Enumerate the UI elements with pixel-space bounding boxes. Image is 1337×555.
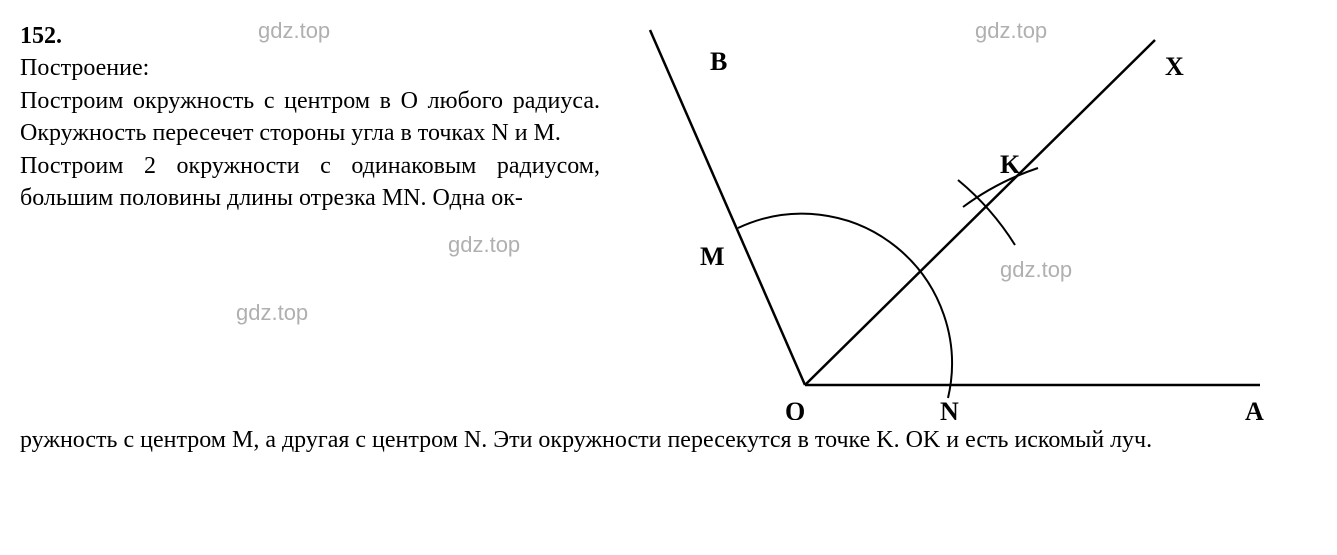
paragraph-1: Построим окружность с центром в O любого…: [20, 85, 600, 150]
text-column: 152. Построение: Построим окружность с ц…: [20, 20, 600, 214]
ray-OX: [805, 40, 1155, 385]
construction-heading: Построение:: [20, 52, 600, 84]
arc-from-M: [958, 180, 1015, 245]
paragraph-2: Построим 2 окружности с одина­ковым ради…: [20, 150, 600, 215]
label-B: B: [710, 47, 727, 76]
geometry-diagram: B X K M O N A: [620, 20, 1300, 420]
label-O: O: [785, 397, 805, 420]
task-number: 152.: [20, 23, 62, 49]
label-M: M: [700, 242, 725, 271]
label-X: X: [1165, 52, 1184, 81]
ray-OB: [650, 30, 805, 385]
label-K: K: [1000, 150, 1021, 179]
task-number-line: 152.: [20, 20, 600, 52]
page-content: 152. Построение: Построим окружность с ц…: [20, 20, 1317, 420]
paragraph-3: ружность с центром M, а другая с центром…: [20, 424, 1317, 456]
diagram-column: B X K M O N A: [620, 20, 1300, 420]
label-A: A: [1245, 397, 1264, 420]
label-N: N: [940, 397, 959, 420]
